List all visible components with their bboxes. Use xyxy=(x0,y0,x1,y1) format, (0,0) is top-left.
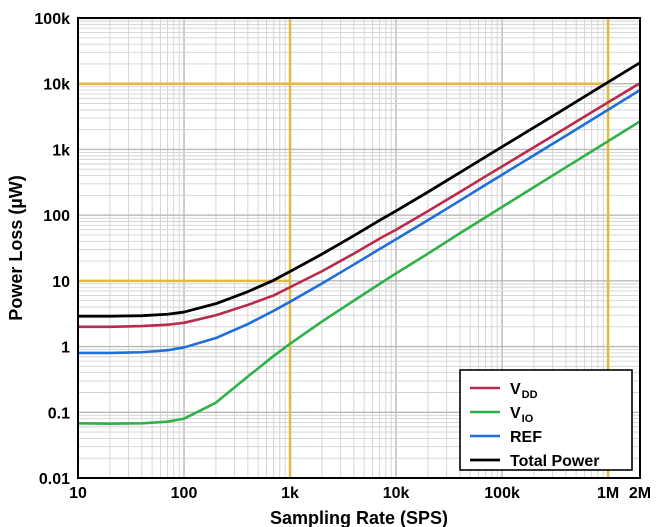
y-tick-label: 10 xyxy=(52,274,70,291)
y-tick-label: 1 xyxy=(61,340,70,357)
y-tick-label: 1k xyxy=(52,142,70,159)
y-tick-label: 0.01 xyxy=(39,471,70,488)
x-tick-label: 1k xyxy=(281,485,299,502)
chart-svg: 10 100 1k 10k 100k 1M 2M 0.01 0.1 1 10 100 1k 10k 100k… xyxy=(0,0,665,527)
y-tick-label: 10k xyxy=(43,77,70,94)
x-tick-label: 2M xyxy=(629,485,651,502)
legend-label-total: Total Power xyxy=(510,453,600,470)
x-tick-label: 1M xyxy=(597,485,619,502)
y-axis-label: Power Loss (µW) xyxy=(6,175,26,320)
x-tick-label: 100 xyxy=(171,485,198,502)
y-tick-label: 100k xyxy=(34,11,70,28)
x-tick-label: 100k xyxy=(484,485,520,502)
chart-container: 10 100 1k 10k 100k 1M 2M 0.01 0.1 1 10 100 1k 10k 100k… xyxy=(0,0,665,527)
x-tick-label: 10 xyxy=(69,485,87,502)
legend-label-ref: REF xyxy=(510,429,542,446)
y-tick-label: 100 xyxy=(43,208,70,225)
x-tick-label: 10k xyxy=(383,485,410,502)
y-tick-label: 0.1 xyxy=(48,405,70,422)
x-axis-label: Sampling Rate (SPS) xyxy=(270,508,448,527)
